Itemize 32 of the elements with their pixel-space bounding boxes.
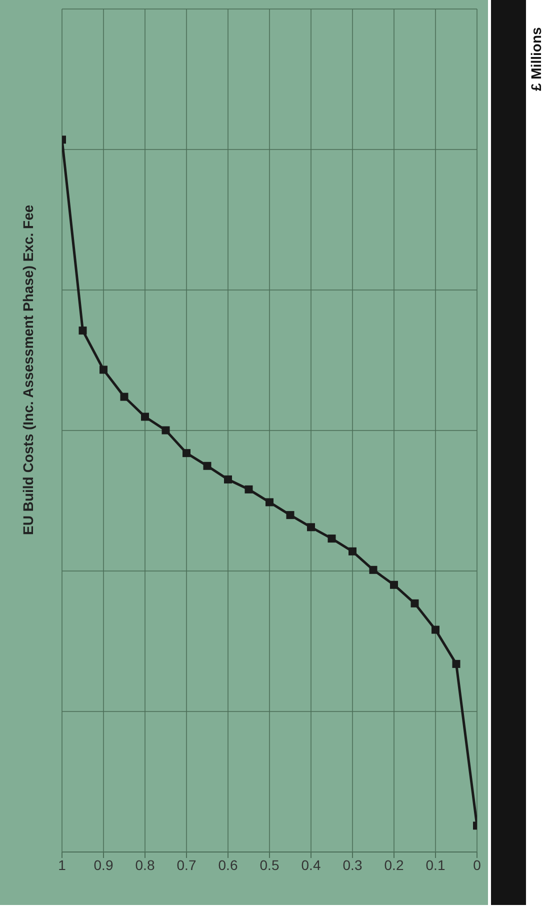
- point: [141, 412, 149, 421]
- x-tick-label: 0.7: [176, 856, 196, 873]
- x-tick-label: 0: [473, 856, 482, 873]
- point: [244, 485, 253, 494]
- y-axis-title: £ Millions: [528, 26, 544, 93]
- x-tick-label: 0.6: [218, 856, 238, 873]
- point: [100, 366, 108, 374]
- x-tick-label: 0.5: [260, 856, 280, 873]
- point: [224, 475, 232, 484]
- point: [390, 580, 398, 589]
- text: EU Build Costs (Inc. Assessment Phase) Exc. Fee: [20, 204, 36, 538]
- point: [120, 392, 128, 401]
- x-tick-label: 0.8: [135, 856, 155, 873]
- x-tick-label: 0.2: [384, 856, 404, 873]
- point: [78, 326, 87, 335]
- point: [286, 511, 294, 520]
- x-tick-label: 0.1: [426, 856, 446, 873]
- x-tick-label: 0.4: [301, 856, 321, 873]
- point: [307, 523, 315, 532]
- point: [162, 426, 170, 434]
- point: [452, 660, 460, 668]
- point: [432, 626, 440, 634]
- point: [328, 534, 336, 543]
- point: [410, 599, 419, 608]
- point: [182, 449, 190, 458]
- x-tick-label: 0.3: [342, 856, 362, 873]
- point: [203, 462, 212, 470]
- point: [348, 547, 356, 556]
- point: [266, 498, 274, 506]
- point: [369, 566, 378, 574]
- x-tick-label: 1: [58, 856, 66, 873]
- x-tick-label: 0.9: [94, 856, 114, 873]
